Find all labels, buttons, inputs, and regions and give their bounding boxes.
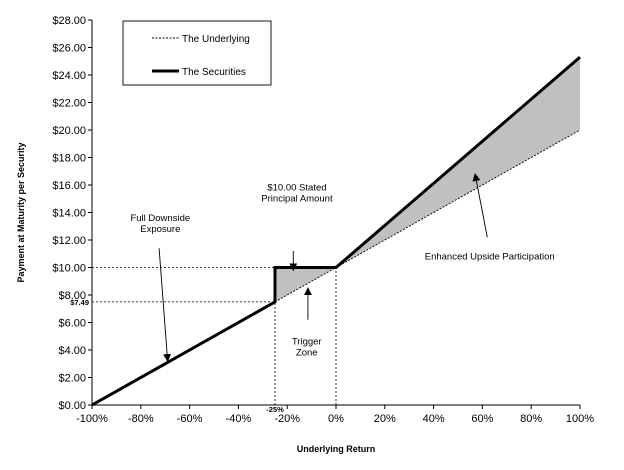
- annotation-line: Full Downside: [130, 213, 190, 224]
- annotation-arrow: [158, 248, 172, 362]
- y-axis-title: Payment at Maturity per Security: [16, 142, 26, 282]
- annotation-line: $10.00 Stated: [267, 183, 326, 194]
- value-label-y: $7.49: [70, 298, 89, 307]
- y-tick-label: $16.00: [52, 180, 86, 192]
- y-tick-label: $20.00: [52, 125, 86, 137]
- y-tick-label: $2.00: [58, 373, 86, 385]
- annotation-text: Trigger Zone: [292, 337, 322, 359]
- y-tick-label: $18.00: [52, 153, 86, 165]
- x-tick-label: -60%: [177, 413, 203, 425]
- y-tick-label: $22.00: [52, 98, 86, 110]
- x-tick-label: 0%: [328, 413, 344, 425]
- x-tick-label: -100%: [76, 413, 108, 425]
- annotation-line: Enhanced Upside Participation: [425, 251, 555, 262]
- series-lines: [91, 55, 581, 407]
- x-tick-label: 60%: [471, 413, 493, 425]
- x-tick-label: 80%: [520, 413, 542, 425]
- annotation-text: $10.00 Stated Principal Amount: [261, 183, 333, 205]
- annotation-line: Principal Amount: [261, 194, 333, 205]
- x-tick-label: -20%: [274, 413, 300, 425]
- annotation-text: Enhanced Upside Participation: [425, 251, 555, 262]
- annotation-text: Full Downside Exposure: [130, 213, 190, 235]
- x-axis-title: Underlying Return: [297, 444, 376, 454]
- annotation-line: Trigger: [292, 337, 322, 348]
- reference-lines: [92, 267, 337, 405]
- legend-label: The Underlying: [182, 34, 250, 45]
- x-tick-label: 100%: [566, 413, 594, 425]
- x-tick-label: -80%: [128, 413, 154, 425]
- annotation-arrow: [472, 173, 488, 238]
- y-tick-label: $12.00: [52, 235, 86, 247]
- legend: The Underlying The Securities: [122, 20, 272, 86]
- axes: $0.00 $2.00 $4.00 $6.00 $8.00 $10.00 $12.00 $14…: [52, 15, 594, 425]
- series-line-1: [91, 55, 581, 407]
- annotation-line: Exposure: [140, 224, 180, 235]
- y-tick-label: $6.00: [58, 318, 86, 330]
- y-tick-label: $14.00: [52, 208, 86, 220]
- y-tick-label: $24.00: [52, 70, 86, 82]
- annotations: $10.00 Stated Principal Amount Full Downsi…: [130, 173, 555, 362]
- annotation-2: Enhanced Upside Participation: [425, 173, 555, 262]
- legend-box: [122, 20, 272, 86]
- y-tick-label: $8.00: [58, 290, 86, 302]
- annotation-3: Trigger Zone: [292, 287, 322, 359]
- shaded-regions: [275, 57, 580, 302]
- y-tick-label: $0.00: [58, 400, 86, 412]
- y-tick-label: $28.00: [52, 15, 86, 27]
- annotation-1: Full Downside Exposure: [130, 213, 190, 362]
- annotation-line: Zone: [296, 348, 318, 359]
- x-tick-label: -40%: [226, 413, 252, 425]
- x-tick-label: 20%: [374, 413, 396, 425]
- legend-label: The Securities: [182, 67, 246, 78]
- y-tick-label: $26.00: [52, 43, 86, 55]
- annotation-0: $10.00 Stated Principal Amount: [261, 183, 333, 272]
- x-tick-label: 40%: [423, 413, 445, 425]
- y-tick-label: $10.00: [52, 263, 86, 275]
- value-label-x: -25%: [266, 405, 284, 414]
- y-tick-label: $4.00: [58, 345, 86, 357]
